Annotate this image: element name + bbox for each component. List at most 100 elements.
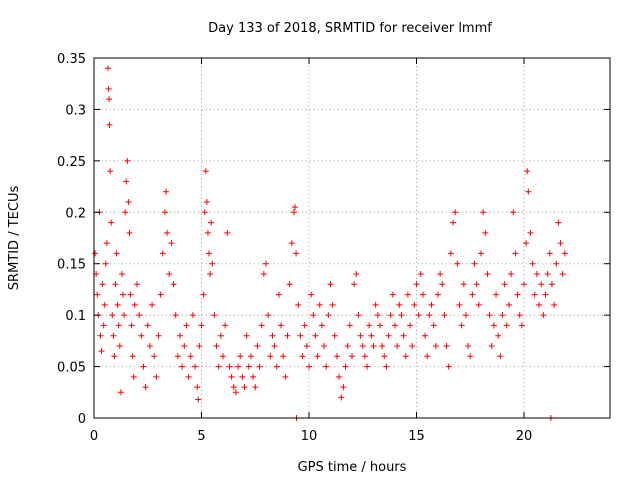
data-point [129,353,136,360]
data-point [256,363,263,370]
data-point [122,209,129,216]
data-point [128,322,135,329]
data-point [106,121,113,128]
y-tick-label: 0.05 [57,361,86,376]
data-point [432,343,439,349]
data-point [415,312,422,319]
y-tick-label: 0.15 [57,258,86,273]
data-point [486,312,493,319]
data-point [555,219,562,226]
data-point [329,301,336,308]
data-point [110,332,117,339]
data-point [546,250,553,257]
data-point [394,343,401,349]
data-point [514,291,521,298]
data-point [217,332,224,339]
data-point [533,271,540,277]
data-point [503,322,510,329]
x-tick-label: 5 [197,429,205,444]
data-point [359,343,366,349]
data-point [164,229,171,236]
data-point [235,363,242,370]
data-point [364,363,371,370]
data-point [340,384,347,391]
data-point [166,271,173,277]
data-point [484,271,491,277]
x-tick-label: 20 [516,429,533,444]
data-point [437,271,444,277]
data-point [247,353,254,360]
x-tick-label: 0 [90,429,98,444]
data-point [525,188,532,195]
data-point [297,332,304,339]
data-point [299,353,306,360]
y-tick-label: 0.1 [65,309,86,324]
data-point [452,209,459,216]
data-point [368,332,375,339]
data-point [346,322,353,329]
data-point [561,250,568,257]
data-point [177,332,183,339]
data-point [473,281,480,288]
data-point [527,229,534,236]
data-point [460,281,467,288]
data-point [426,312,433,319]
y-tick-label: 0.35 [57,52,86,67]
data-point [140,363,147,370]
data-point [404,291,411,298]
data-point [142,384,149,391]
grid [94,58,610,418]
data-point [202,168,209,175]
data-point [195,396,202,403]
data-point [263,260,269,267]
data-point [213,343,220,349]
data-point [469,291,476,298]
data-point [155,332,162,339]
data-point [118,271,125,277]
data-point [310,312,317,319]
data-point [342,363,349,370]
data-point [168,240,175,247]
plot-area-border [93,57,611,419]
data-point [445,363,452,370]
data-point [419,291,426,298]
y-tick-label: 0 [78,412,86,427]
data-point [243,332,250,339]
data-point [104,65,111,72]
y-tick-label: 0.25 [57,155,86,170]
data-point [505,301,512,308]
data-point [467,353,474,360]
axis-ticks: 0 0.05 0.1 0.15 0.2 0.25 0.3 0.35 0 5 10 15 20 [57,52,610,444]
data-point [273,363,280,370]
data-point [321,343,328,349]
data-point [138,332,145,339]
y-tick-label: 0.3 [65,103,86,118]
data-point [208,219,215,226]
data-point [516,312,523,319]
data-point [411,301,418,308]
data-point [228,373,235,380]
y-axis-label: SRMTID / TECUs [7,186,22,291]
data-point [206,250,213,257]
data-point [417,271,424,277]
data-point [542,291,549,298]
data-point [224,229,231,236]
data-point [303,343,310,349]
x-tick-label: 15 [408,429,425,444]
data-point [275,291,282,298]
data-point [204,229,211,236]
data-point [548,281,555,288]
data-point [551,301,558,308]
data-point [98,348,105,355]
data-point [336,373,343,380]
data-point [475,301,482,308]
data-point [161,209,168,216]
data-point [101,301,108,308]
data-point [258,322,265,329]
data-point [207,271,214,277]
data-point [338,394,345,401]
data-point [557,240,564,247]
data-point [497,353,504,360]
data-point [392,322,398,329]
data-point [370,343,377,349]
